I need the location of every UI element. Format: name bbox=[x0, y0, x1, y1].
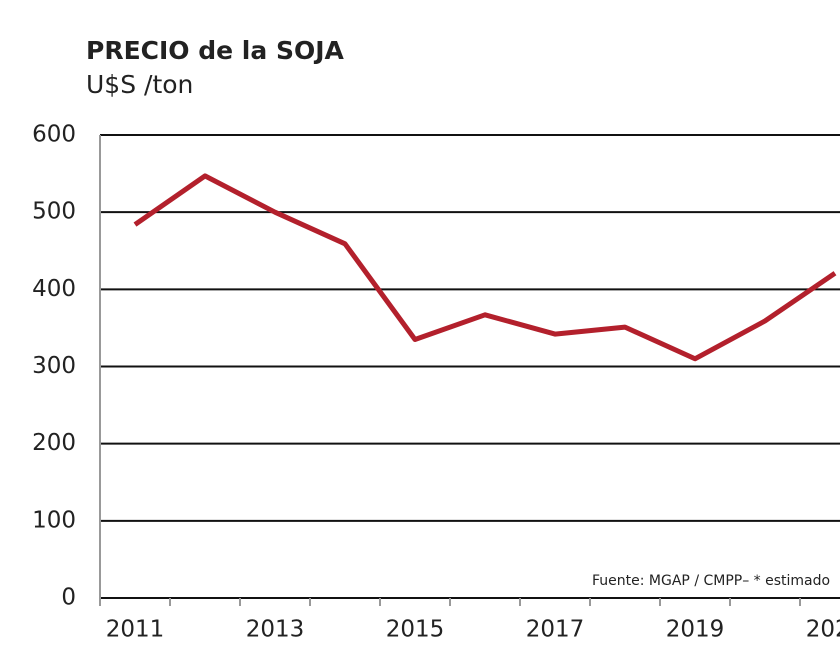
y-tick-label: 300 bbox=[32, 353, 76, 379]
y-tick-label: 500 bbox=[32, 199, 76, 225]
y-tick-label: 200 bbox=[32, 430, 76, 456]
x-tick-label: 2017 bbox=[526, 617, 585, 643]
y-tick-label: 0 bbox=[61, 585, 76, 611]
data-line bbox=[133, 173, 837, 362]
y-tick-label: 100 bbox=[32, 507, 76, 533]
x-tick-label: 2015 bbox=[386, 617, 445, 643]
chart-title: PRECIO de la SOJA bbox=[86, 36, 345, 65]
x-tick-label: 2019 bbox=[666, 617, 725, 643]
y-tick-label: 400 bbox=[32, 276, 76, 302]
x-tick-label: 2013 bbox=[246, 617, 305, 643]
source-note: Fuente: MGAP / CMPP– * estimado bbox=[592, 573, 830, 589]
x-tick-label: 2021 bbox=[806, 617, 840, 643]
x-tick-label: 2011 bbox=[106, 617, 165, 643]
chart-subtitle: U$S /ton bbox=[86, 70, 193, 99]
y-tick-label: 600 bbox=[32, 122, 76, 148]
